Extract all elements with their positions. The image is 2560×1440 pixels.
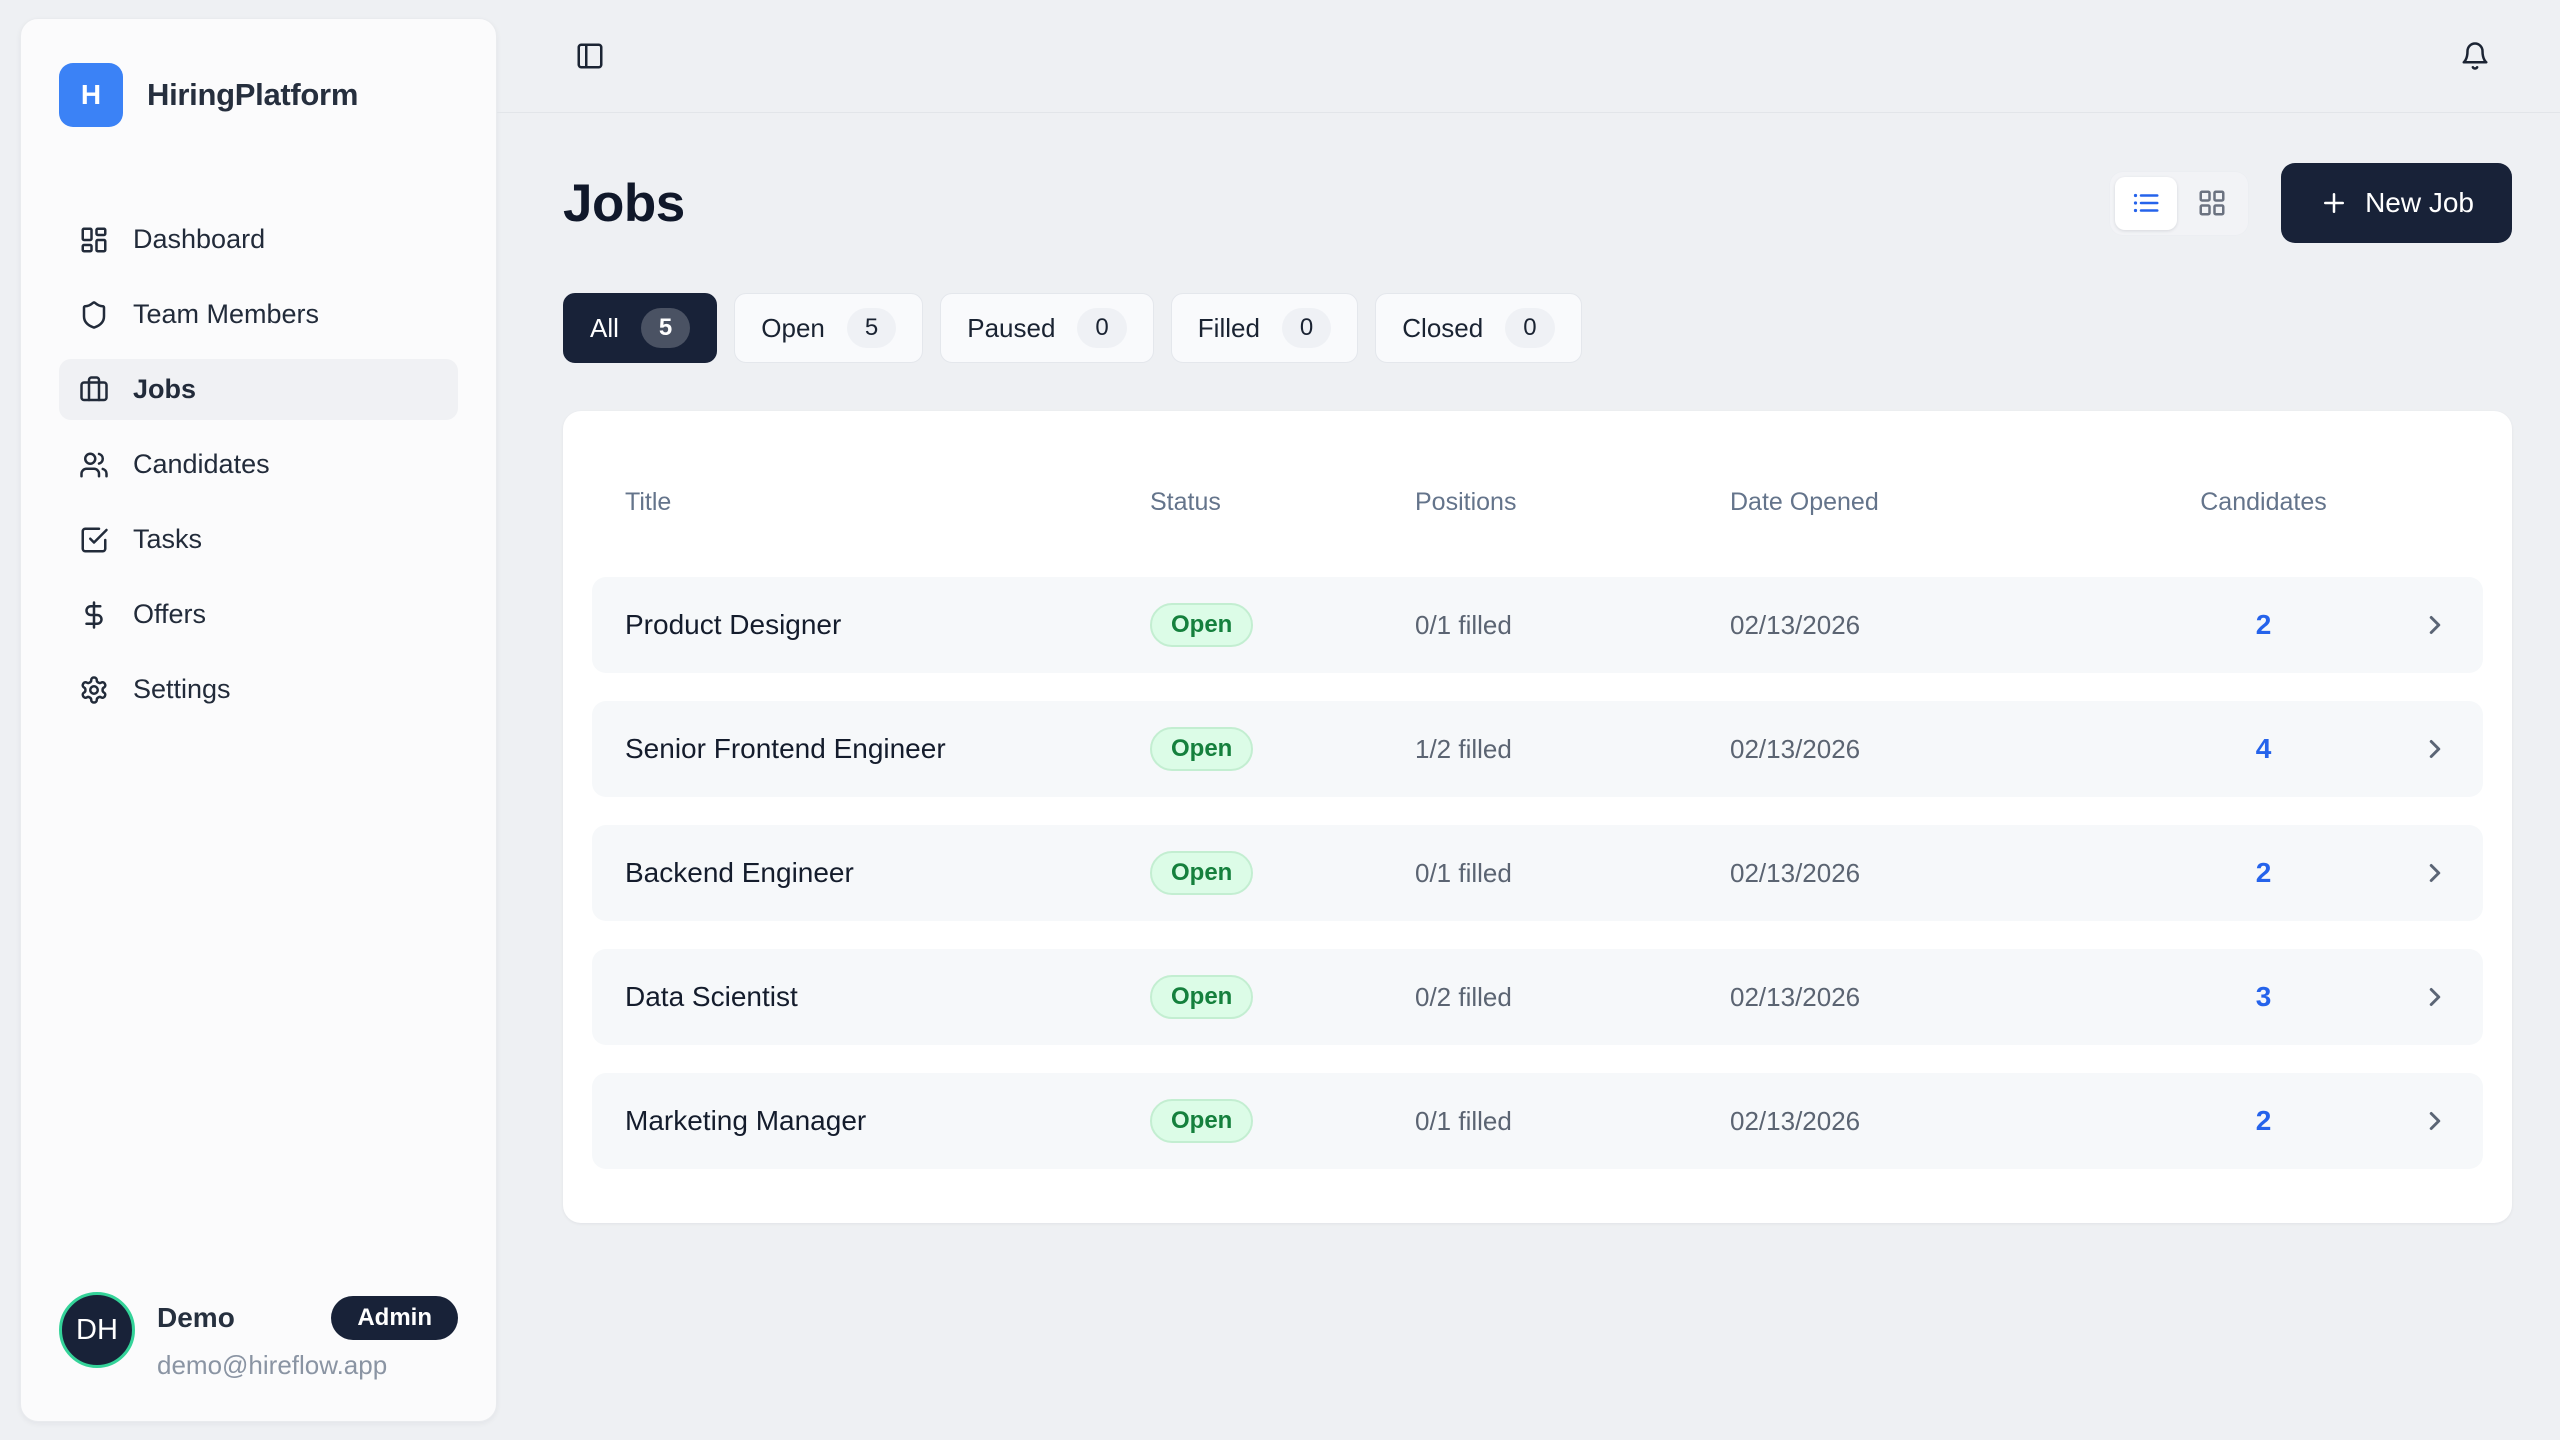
content: Jobs [497,113,2560,1223]
avatar: DH [59,1292,135,1368]
brand-logo: H [59,63,123,127]
filter-tab-paused[interactable]: Paused 0 [940,293,1154,363]
date-opened: 02/13/2026 [1730,857,1861,888]
job-title: Product Designer [625,609,842,640]
dollar-icon [79,600,109,630]
candidates-count-link[interactable]: 2 [2255,857,2272,888]
users-icon [79,450,109,480]
candidates-count-link[interactable]: 2 [2255,609,2272,640]
positions-filled: 1/2 filled [1415,733,1512,764]
job-title: Marketing Manager [625,1105,867,1136]
bell-icon [2460,41,2490,71]
date-opened: 02/13/2026 [1730,609,1861,640]
status-badge: Open [1150,851,1254,895]
filter-tab-all[interactable]: All 5 [563,293,718,363]
gear-icon [79,675,109,705]
date-opened: 02/13/2026 [1730,733,1861,764]
column-header-title: Title [625,487,672,516]
status-badge: Open [1150,1099,1254,1143]
chevron-right-icon[interactable] [2397,734,2450,764]
chevron-right-icon[interactable] [2397,610,2450,640]
list-view-button[interactable] [2115,176,2178,230]
positions-filled: 0/1 filled [1415,609,1512,640]
user-name: Demo [157,1302,235,1333]
status-badge: Open [1150,727,1254,771]
filter-tab-filled[interactable]: Filled 0 [1170,293,1359,363]
table-row[interactable]: Marketing Manager Open 0/1 filled 02/13/… [592,1073,2483,1169]
chevron-right-icon[interactable] [2397,982,2450,1012]
view-toggle [2109,170,2250,236]
sidebar-item-tasks[interactable]: Tasks [59,509,458,570]
filter-count-badge: 5 [640,308,691,348]
positions-filled: 0/2 filled [1415,981,1512,1012]
sidebar-item-dashboard[interactable]: Dashboard [59,209,458,270]
sidebar-toggle-button[interactable] [575,41,605,71]
date-opened: 02/13/2026 [1730,981,1861,1012]
positions-filled: 0/1 filled [1415,1105,1512,1136]
table-row[interactable]: Product Designer Open 0/1 filled 02/13/2… [592,577,2483,673]
table-header-row: Title Status Positions Date Opened Candi… [592,427,2483,577]
role-badge: Admin [331,1296,458,1340]
filter-tab-open[interactable]: Open 5 [734,293,924,363]
sidebar-item-jobs[interactable]: Jobs [59,359,458,420]
shield-icon [79,300,109,330]
date-opened: 02/13/2026 [1730,1105,1861,1136]
sidebar-item-team-members[interactable]: Team Members [59,284,458,345]
sidebar-item-settings[interactable]: Settings [59,659,458,720]
column-header-candidates: Candidates [2200,487,2327,516]
filter-count-badge: 5 [846,308,897,348]
positions-filled: 0/1 filled [1415,857,1512,888]
list-icon [2131,188,2161,218]
panel-left-icon [575,41,605,71]
column-header-status: Status [1150,487,1221,516]
topbar [497,0,2560,113]
candidates-count-link[interactable]: 4 [2255,733,2272,764]
jobs-table-card: Title Status Positions Date Opened Candi… [563,411,2512,1223]
check-square-icon [79,525,109,555]
job-title: Backend Engineer [625,857,854,888]
brand: H HiringPlatform [59,63,458,127]
filter-count-badge: 0 [1281,308,1332,348]
sidebar-item-candidates[interactable]: Candidates [59,434,458,495]
briefcase-icon [79,375,109,405]
sidebar: H HiringPlatform Dashboard Team Members … [20,18,497,1422]
candidates-count-link[interactable]: 2 [2255,1105,2272,1136]
candidates-count-link[interactable]: 3 [2255,981,2272,1012]
table-body: Product Designer Open 0/1 filled 02/13/2… [592,577,2483,1169]
filter-count-badge: 0 [1077,308,1127,348]
page-title: Jobs [563,173,685,233]
column-header-date-opened: Date Opened [1730,487,1879,516]
status-filter-tabs: All 5 Open 5 Paused 0 Filled 0 Closed 0 [563,293,2512,363]
main-area: Jobs [497,0,2560,1440]
grid-view-button[interactable] [2181,177,2243,230]
table-row[interactable]: Data Scientist Open 0/2 filled 02/13/202… [592,949,2483,1045]
chevron-right-icon[interactable] [2397,858,2450,888]
sidebar-item-offers[interactable]: Offers [59,584,458,645]
filter-count-badge: 0 [1505,308,1555,348]
chevron-right-icon[interactable] [2397,1106,2450,1136]
user-block[interactable]: DH Demo Admin demo@hireflow.app [59,1292,458,1381]
job-title: Senior Frontend Engineer [625,733,946,764]
filter-tab-closed[interactable]: Closed 0 [1375,293,1582,363]
job-title: Data Scientist [625,981,798,1012]
column-header-positions: Positions [1415,487,1517,516]
sidebar-nav: Dashboard Team Members Jobs Candidates T… [59,209,458,720]
new-job-button[interactable]: New Job [2281,163,2512,243]
user-email: demo@hireflow.app [157,1350,388,1380]
notifications-button[interactable] [2460,41,2490,71]
brand-name: HiringPlatform [147,77,359,112]
grid-icon [2197,188,2227,218]
status-badge: Open [1150,975,1254,1019]
table-row[interactable]: Senior Frontend Engineer Open 1/2 filled… [592,701,2483,797]
table-row[interactable]: Backend Engineer Open 0/1 filled 02/13/2… [592,825,2483,921]
status-badge: Open [1150,603,1254,647]
plus-icon [2319,188,2349,218]
dashboard-icon [79,225,109,255]
